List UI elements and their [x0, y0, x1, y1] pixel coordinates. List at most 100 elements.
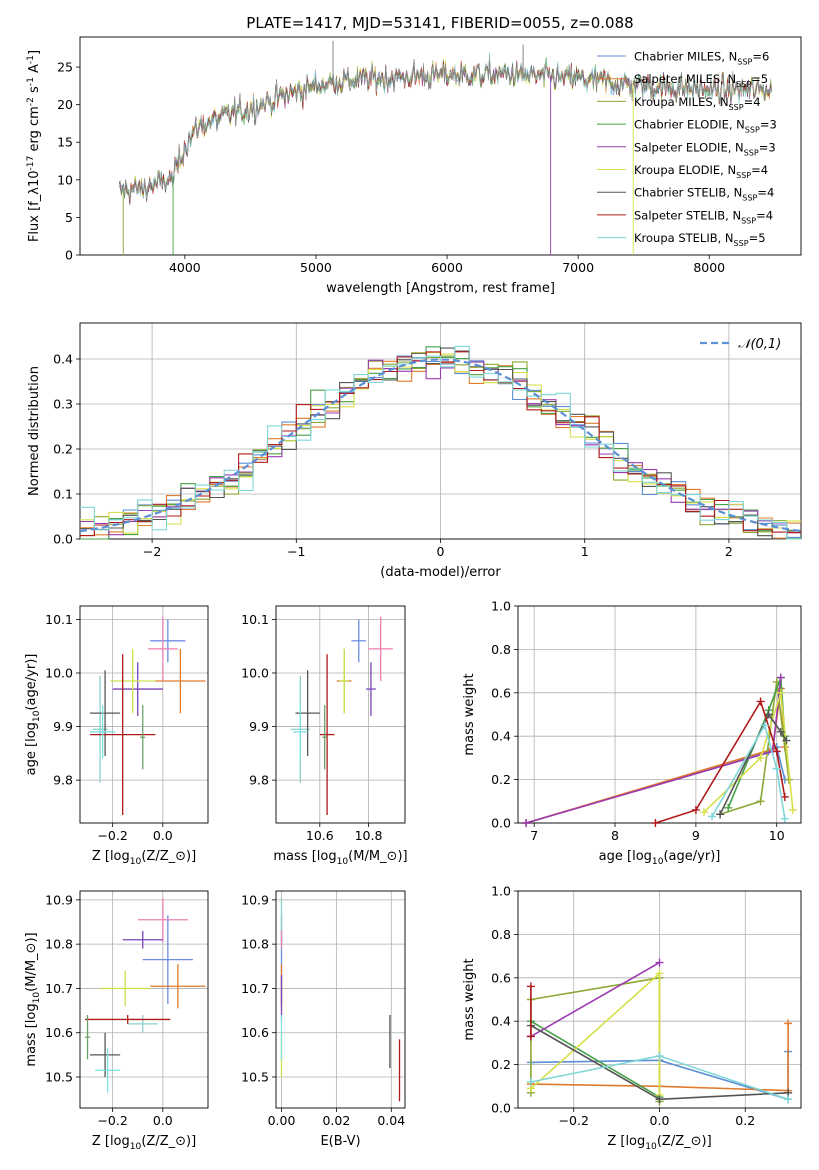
spectrum-ytick-label: 15: [57, 135, 73, 150]
mass_vs_EBV-ytick-label: 10.8: [241, 937, 269, 952]
spectrum-xtick-label: 6000: [431, 260, 463, 275]
spectrum-axes: 4000 5000 6000 7000 8000 0 5 10 15 20 25 wavelength…: [26, 36, 802, 296]
weight_vs_Z-xtick-label: −0.2: [559, 1113, 589, 1128]
weight_vs_Z-ytick-label: 0.2: [491, 1057, 511, 1072]
age_vs_mass-xtick-label: 10.6: [306, 828, 334, 843]
weight_vs_age-marker: [772, 747, 781, 756]
residuals-ylabel: Normed distribution: [27, 366, 42, 496]
weight_vs_age-xtick-label: 7: [530, 828, 538, 843]
spectrum-ytick-label: 25: [57, 60, 73, 75]
age_vs_mass-xlabel: mass [log10(M/M_⊙)]: [273, 849, 407, 867]
weight_vs_age-marker: [776, 727, 785, 736]
spectrum-legend: Chabrier MILES, NSSP=6 Salpeter MILES, NS…: [597, 50, 777, 248]
mass_vs_EBV-ytick-label: 10.6: [241, 1025, 269, 1040]
spectrum-ylabel: Flux [f_λ10-17 erg cm-2 s-1 A-1]: [26, 50, 42, 242]
spectrum-series-line: [119, 57, 772, 201]
weight_vs_age-series-line: [525, 688, 786, 824]
spectrum-ytick-label: 20: [57, 97, 73, 112]
residuals-frame: [79, 322, 802, 540]
residuals-ytick-label: 0.1: [53, 487, 73, 502]
weight_vs_Z-ytick-label: 0.8: [491, 927, 511, 942]
spectrum-ytick-label: 5: [65, 210, 73, 225]
mass_vs_EBV-xtick-label: 0.02: [322, 1113, 350, 1128]
residuals-histogram: [80, 345, 801, 540]
age_vs_mass-ytick-label: 9.9: [249, 719, 269, 734]
residuals-xtick-label: −1: [287, 544, 305, 559]
age_vs_mass-axes: 10.6 10.8 9.8 9.9 10.0 10.1 mass [log10(M/M_⊙)…: [241, 605, 408, 867]
weight_vs_age-series-line: [703, 692, 794, 813]
weight_vs_Z-axes: −0.2 0.0 0.2 0.0 0.2 0.4 0.6 0.8 1.0 Z [log10(Z/Z…: [462, 884, 802, 1152]
weight_vs_age-ytick-label: 0.0: [491, 816, 511, 831]
age_vs_mass-ytick-label: 10.1: [241, 612, 269, 627]
spectrum-xtick-label: 7000: [562, 260, 594, 275]
spectrum-xtick-label: 4000: [169, 260, 201, 275]
age_vs_Z-xtick-label: −0.2: [97, 828, 127, 843]
weight_vs_age-marker: [691, 805, 700, 814]
weight_vs_age-marker: [780, 814, 789, 823]
weight_vs_Z-series-line: [530, 961, 660, 1038]
residuals-xtick-label: 0: [437, 544, 445, 559]
mass_vs_Z-axes: −0.2 0.0 10.5 10.6 10.7 10.8 10.9 Z [log10(Z/Z_…: [24, 890, 209, 1152]
weight_vs_age-marker: [780, 792, 789, 801]
weight_vs_Z-xtick-label: 0.2: [735, 1113, 755, 1128]
spectrum-legend-label: Chabrier STELIB, NSSP=4: [634, 186, 774, 203]
weight_vs_Z-marker: [784, 1095, 793, 1104]
weight_vs_Z-marker: [655, 969, 664, 978]
spectrum-legend-label: Kroupa STELIB, NSSP=5: [634, 231, 766, 248]
weight_vs_age-ytick-label: 0.8: [491, 642, 511, 657]
weight_vs_Z-marker: [655, 1095, 664, 1104]
mass_vs_Z-ylabel: mass [log10(M/M_⊙)]: [24, 932, 42, 1066]
weight_vs_age-marker: [782, 736, 791, 745]
mass_vs_Z-ytick-label: 10.7: [45, 981, 73, 996]
weight_vs_Z-marker: [526, 1077, 535, 1086]
spectrum-xtick-label: 8000: [693, 260, 725, 275]
weight_vs_Z-series-line: [530, 971, 661, 1095]
spectrum-ytick-label: 0: [65, 248, 73, 263]
spectrum-legend-label: Chabrier ELODIE, NSSP=3: [634, 118, 777, 135]
mass_vs_Z-frame: [79, 890, 209, 1109]
age_vs_Z-xlabel: Z [log10(Z/Z_⊙)]: [92, 849, 196, 867]
residuals-hists: 𝒩(0,1): [79, 337, 802, 540]
mass_vs_Z-errorbars: [85, 897, 206, 1093]
weight_vs_Z-marker: [655, 958, 664, 967]
mass_vs_EBV-xlabel: E(B-V): [320, 1134, 360, 1149]
weight_vs_age-series: [522, 673, 797, 827]
spectrum-ytick-label: 10: [57, 172, 73, 187]
weight_vs_age-xtick-label: 8: [611, 828, 619, 843]
spectrum-legend-label: Kroupa MILES, NSSP=4: [634, 95, 761, 112]
spectrum-legend-label: Kroupa ELODIE, NSSP=4: [634, 163, 768, 180]
spectrum-legend-label: Chabrier MILES, NSSP=6: [634, 50, 769, 67]
weight_vs_Z-marker: [526, 1032, 535, 1041]
age_vs_Z-ytick-label: 9.8: [53, 773, 73, 788]
age_vs_Z-ytick-label: 10.0: [45, 665, 73, 680]
age_vs_Z-xtick-label: 0.0: [153, 828, 173, 843]
weight_vs_Z-ytick-label: 0.4: [491, 1014, 511, 1029]
mass_vs_Z-ytick-label: 10.5: [45, 1070, 73, 1085]
age_vs_mass-errorbars: [290, 616, 393, 815]
weight_vs_age-ytick-label: 0.2: [491, 772, 511, 787]
weight_vs_age-marker: [716, 810, 725, 819]
weight_vs_age-ytick-label: 1.0: [491, 599, 511, 614]
mass_vs_EBV-xtick-label: 0.04: [377, 1113, 405, 1128]
spectrum-legend-label: Salpeter ELODIE, NSSP=3: [634, 140, 776, 157]
weight_vs_Z-ytick-label: 0.6: [491, 970, 511, 985]
mass_vs_EBV-ytick-label: 10.9: [241, 892, 269, 907]
mass_vs_Z-ytick-label: 10.8: [45, 937, 73, 952]
weight_vs_age-marker: [522, 819, 531, 827]
weight_vs_age-xtick-label: 9: [692, 828, 700, 843]
weight_vs_Z-xlabel: Z [log10(Z/Z_⊙)]: [607, 1134, 711, 1152]
weight_vs_Z-xtick-label: 0.0: [650, 1113, 670, 1128]
weight_vs_age-axes: 7 8 9 10 0.0 0.2 0.4 0.6 0.8 1.0 age [log10(age/yr…: [462, 599, 802, 867]
weight_vs_age-marker: [764, 710, 773, 719]
weight_vs_age-marker: [772, 764, 781, 773]
weight_vs_Z-ytick-label: 0.0: [491, 1101, 511, 1116]
weight_vs_age-xtick-label: 10: [769, 828, 785, 843]
weight_vs_age-frame: [517, 605, 802, 824]
mass_vs_Z-ytick-label: 10.9: [45, 892, 73, 907]
weight_vs_Z-marker: [655, 1051, 664, 1060]
weight_vs_Z-series: [526, 958, 793, 1106]
residuals-ytick-label: 0.0: [53, 532, 73, 547]
weight_vs_age-marker: [756, 797, 765, 806]
age_vs_Z-axes: −0.2 0.0 9.8 9.9 10.0 10.1 Z [log10(Z/Z_⊙)] age…: [24, 605, 209, 867]
